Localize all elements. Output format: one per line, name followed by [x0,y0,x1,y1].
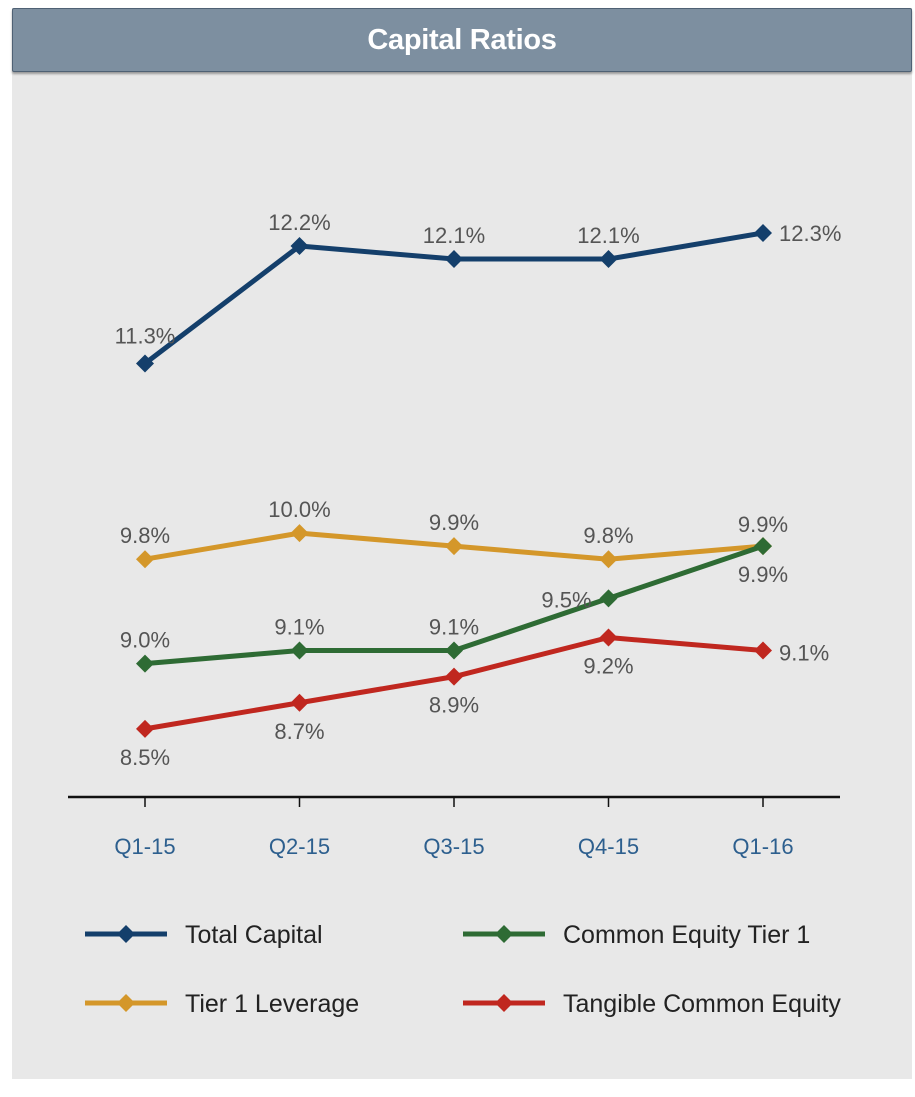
data-point-marker [599,628,618,647]
data-point-marker [599,250,618,269]
x-tick-label: Q2-15 [269,834,330,859]
data-label: 12.2% [268,210,330,235]
x-tick-label: Q1-15 [114,834,175,859]
data-point-marker [290,693,309,712]
data-point-marker [599,550,618,569]
legend-label: Total Capital [185,921,323,949]
data-label: 8.9% [429,693,479,718]
data-label: 10.0% [268,497,330,522]
data-label: 8.5% [120,745,170,770]
x-tick-label: Q1-16 [732,834,793,859]
data-point-marker [136,354,154,373]
data-point-marker [136,719,154,738]
legend-label: Tangible Common Equity [563,990,841,1018]
data-point-marker [136,654,154,673]
data-point-marker [445,250,463,269]
data-label: 9.1% [779,641,829,666]
data-point-marker [599,589,618,608]
title-bar: Capital Ratios [12,8,912,72]
legend-label: Common Equity Tier 1 [563,921,810,949]
data-point-marker [445,641,463,660]
data-label: 9.0% [120,628,170,653]
data-point-marker [445,667,463,686]
data-point-marker [290,641,309,660]
legend-swatch-marker [495,994,513,1012]
x-tick-label: Q4-15 [578,834,639,859]
data-label: 9.9% [738,512,788,537]
legend-label: Tier 1 Leverage [185,990,359,1018]
data-label: 12.3% [779,221,841,246]
data-label: 9.1% [274,615,324,640]
legend-swatch-marker [117,925,135,943]
data-label: 9.2% [583,654,633,679]
legend-swatch-marker [117,994,135,1012]
data-label: 9.9% [738,562,788,587]
data-label: 9.1% [429,615,479,640]
data-point-marker [754,641,772,660]
data-point-marker [754,223,772,242]
data-label: 9.9% [429,510,479,535]
x-tick-label: Q3-15 [423,834,484,859]
data-point-marker [445,537,463,556]
data-label: 9.8% [120,523,170,548]
chart-title: Capital Ratios [367,23,557,56]
legend-swatch-marker [495,925,513,943]
data-point-marker [754,537,772,556]
data-label: 8.7% [274,719,324,744]
data-label: 9.5% [541,587,591,612]
data-label: 12.1% [577,223,639,248]
data-label: 11.3% [115,323,176,348]
data-label: 9.8% [583,523,633,548]
data-point-marker [136,550,154,569]
data-point-marker [290,524,309,543]
data-label: 12.1% [423,223,485,248]
data-point-marker [290,237,309,255]
